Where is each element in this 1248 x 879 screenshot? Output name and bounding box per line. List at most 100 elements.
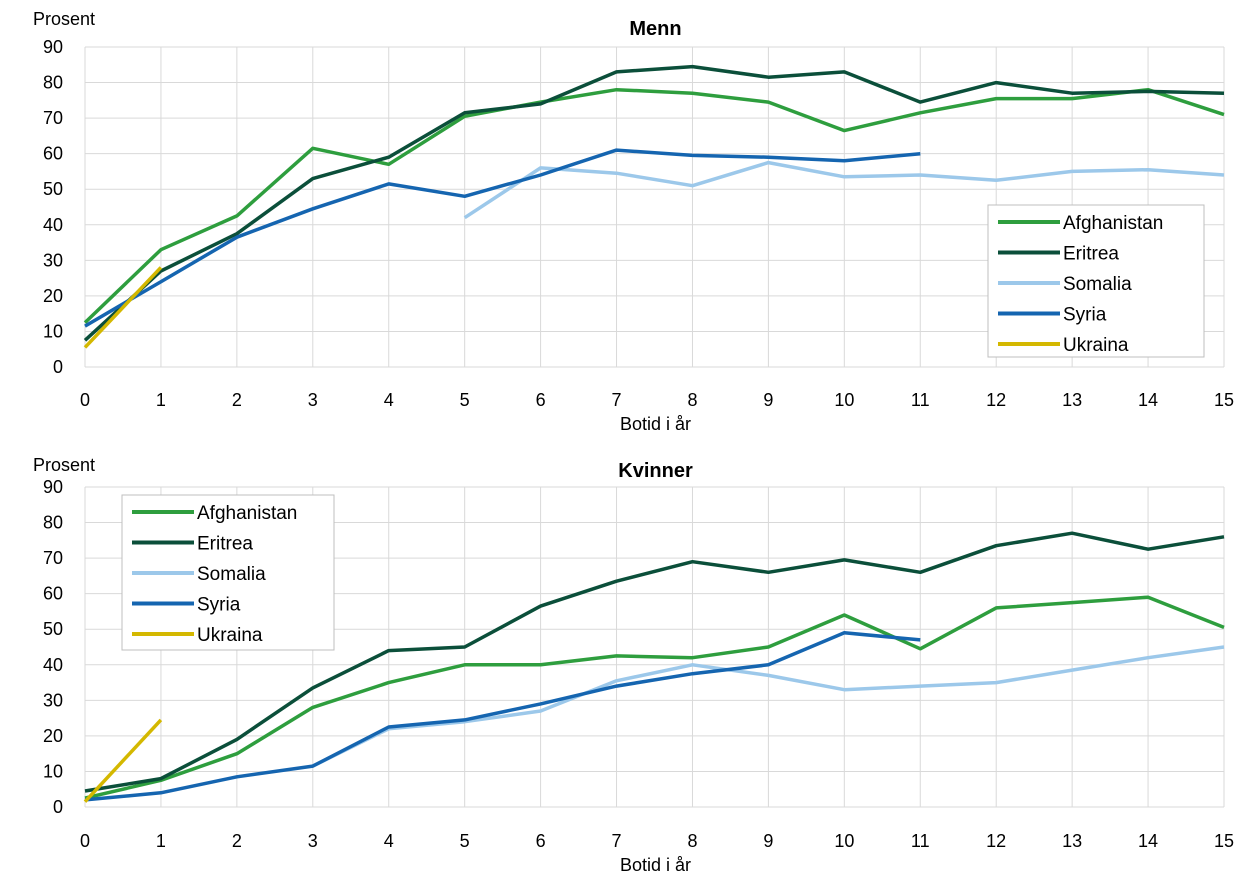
x-tick-label: 8 (687, 831, 697, 851)
y-tick-label: 90 (43, 37, 63, 57)
y-tick-label: 20 (43, 726, 63, 746)
y-tick-label: 50 (43, 619, 63, 639)
legend: Afghanistan Eritrea Somalia Syria Ukraina (121, 494, 335, 651)
y-tick-labels: 0 10 20 30 40 50 60 70 80 90 (43, 37, 63, 377)
x-tick-label: 9 (763, 831, 773, 851)
x-tick-label: 15 (1214, 390, 1234, 410)
x-tick-label: 0 (80, 831, 90, 851)
series-line-eritrea (84, 531, 1225, 793)
y-tick-label: 70 (43, 548, 63, 568)
legend-item-syria: Syria (132, 595, 241, 616)
x-tick-label: 7 (612, 390, 622, 410)
x-tick-label: 11 (911, 831, 930, 851)
legend-item-syria: Syria (998, 305, 1107, 326)
legend-label: Afghanistan (1063, 213, 1163, 234)
x-tick-label: 5 (460, 390, 470, 410)
legend-item-afghanistan: Afghanistan (132, 503, 297, 524)
series-lines (83, 531, 1225, 803)
x-tick-label: 12 (986, 390, 1006, 410)
series-lines (83, 64, 1225, 349)
x-tick-label: 6 (536, 831, 546, 851)
y-tick-label: 80 (43, 73, 63, 93)
x-tick-label: 3 (308, 390, 318, 410)
y-tick-label: 30 (43, 250, 63, 270)
x-tick-label: 12 (986, 831, 1006, 851)
y-tick-label: 10 (43, 761, 63, 781)
y-tick-label: 50 (43, 179, 63, 199)
x-tick-label: 4 (384, 390, 394, 410)
series-line-eritrea (83, 64, 1225, 342)
y-tick-label: 70 (43, 108, 63, 128)
x-tick-label: 3 (308, 831, 318, 851)
legend-item-somalia: Somalia (132, 564, 266, 585)
legend-item-ukraina: Ukraina (132, 625, 263, 646)
x-tick-label: 7 (612, 831, 622, 851)
y-tick-label: 10 (43, 321, 63, 341)
legend-item-afghanistan: Afghanistan (998, 213, 1163, 234)
legend-label: Ukraina (1063, 335, 1129, 356)
legend-item-ukraina: Ukraina (998, 335, 1129, 356)
legend-label: Eritrea (197, 534, 253, 555)
y-tick-label: 30 (43, 690, 63, 710)
series-line-syria (84, 148, 921, 328)
legend-item-eritrea: Eritrea (132, 534, 253, 555)
y-axis-label: Prosent (33, 9, 95, 29)
x-tick-label: 2 (232, 390, 242, 410)
x-tick-labels: 0 1 2 3 4 5 6 7 8 9 10 11 12 13 14 15 (80, 390, 1234, 410)
y-tick-label: 20 (43, 286, 63, 306)
series-line-afghanistan (83, 87, 1225, 324)
legend-item-eritrea: Eritrea (998, 244, 1119, 265)
series-line-somalia (463, 160, 1225, 220)
x-tick-label: 1 (156, 390, 166, 410)
y-tick-label: 40 (43, 215, 63, 235)
y-tick-label: 40 (43, 655, 63, 675)
x-tick-label: 1 (156, 831, 166, 851)
series-line-afghanistan (84, 595, 1225, 800)
x-tick-label: 13 (1062, 831, 1082, 851)
y-tick-label: 0 (53, 797, 63, 817)
legend-label: Somalia (197, 564, 266, 585)
legend-label: Ukraina (197, 625, 263, 646)
series-line-syria (84, 631, 921, 802)
x-tick-label: 4 (384, 831, 394, 851)
y-tick-label: 80 (43, 513, 63, 533)
x-axis-label: Botid i år (620, 414, 691, 434)
x-tick-label: 14 (1138, 390, 1158, 410)
x-tick-label: 10 (834, 390, 854, 410)
legend-label: Syria (1063, 305, 1107, 326)
x-tick-label: 8 (687, 390, 697, 410)
x-tick-label: 2 (232, 831, 242, 851)
series-line-somalia (312, 645, 1225, 768)
y-tick-labels: 0 10 20 30 40 50 60 70 80 90 (43, 477, 63, 817)
x-tick-labels: 0 1 2 3 4 5 6 7 8 9 10 11 12 13 14 15 (80, 831, 1234, 851)
x-tick-label: 13 (1062, 390, 1082, 410)
x-axis-label: Botid i år (620, 855, 691, 875)
y-tick-label: 60 (43, 144, 63, 164)
series-line-ukraina (83, 266, 163, 349)
x-tick-label: 11 (911, 390, 930, 410)
chart-title: Menn (629, 18, 681, 40)
legend: Afghanistan Eritrea Somalia Syria Ukraina (987, 204, 1205, 358)
legend-label: Syria (197, 595, 241, 616)
x-tick-label: 10 (834, 831, 854, 851)
chart-title: Kvinner (618, 460, 693, 482)
legend-label: Somalia (1063, 274, 1132, 295)
x-tick-label: 15 (1214, 831, 1234, 851)
y-axis-label: Prosent (33, 455, 95, 475)
x-tick-label: 0 (80, 390, 90, 410)
legend-label: Eritrea (1063, 244, 1119, 265)
y-tick-label: 90 (43, 477, 63, 497)
legend-item-somalia: Somalia (998, 274, 1132, 295)
x-tick-label: 6 (536, 390, 546, 410)
x-tick-label: 9 (763, 390, 773, 410)
series-line-ukraina (83, 718, 163, 803)
y-tick-label: 0 (53, 357, 63, 377)
legend-label: Afghanistan (197, 503, 297, 524)
y-tick-label: 60 (43, 584, 63, 604)
x-tick-label: 5 (460, 831, 470, 851)
legend-box (121, 494, 335, 651)
x-tick-label: 14 (1138, 831, 1158, 851)
